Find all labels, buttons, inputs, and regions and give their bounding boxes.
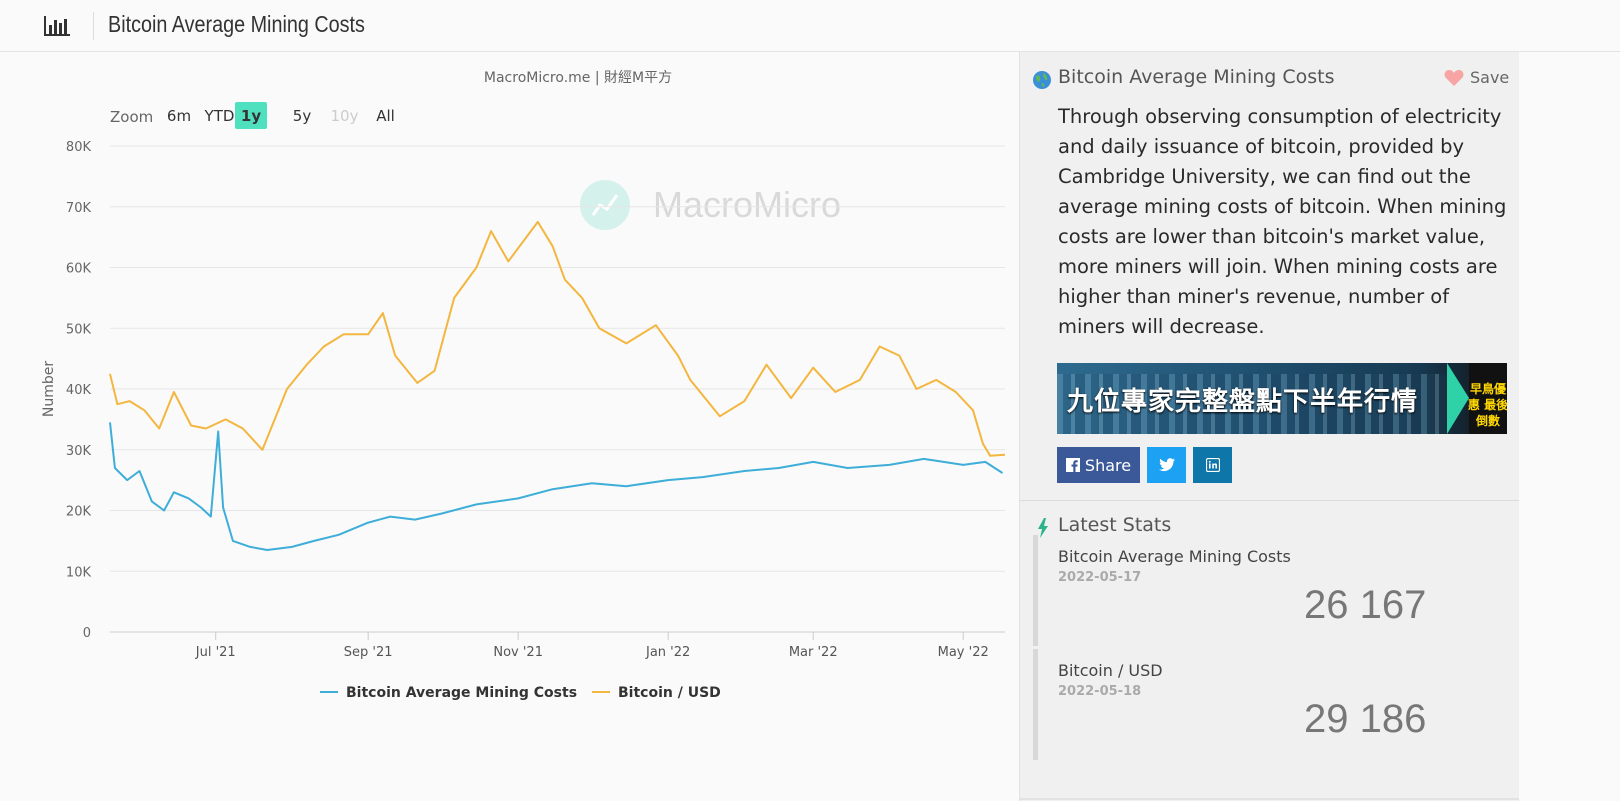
zoom-label-10y: 10y	[331, 107, 359, 125]
stat-date: 2022-05-17	[1058, 570, 1142, 585]
x-tick-label: Sep '21	[344, 645, 393, 660]
banner-headline: 九位專家完整盤點下半年行情	[1067, 387, 1419, 417]
facebook-share-label: Share	[1084, 455, 1132, 475]
y-tick-label: 0	[83, 626, 91, 641]
series-line-mining-costs	[109, 422, 1004, 551]
page-margin	[1519, 52, 1620, 801]
x-axis: Jul '21 Sep '21 Nov '21 Jan '22 Mar '22 May '…	[195, 632, 989, 660]
banner-badge: 早鳥優惠 最後倒數	[1467, 363, 1507, 434]
zoom-label-6m: 6m	[167, 107, 191, 125]
x-tick-label: Jul '21	[195, 645, 236, 660]
legend-label: Bitcoin / USD	[618, 685, 721, 701]
heart-icon	[1444, 69, 1464, 86]
legend-label: Bitcoin Average Mining Costs	[346, 685, 577, 701]
grid	[110, 145, 1005, 633]
stat-value: 26 167	[1304, 583, 1427, 627]
x-tick-label: May '22	[938, 645, 989, 660]
lightning-icon	[1038, 518, 1048, 538]
twitter-share-button[interactable]	[1147, 447, 1186, 483]
zoom-controls: 6m YTD 1y 5y 10y All	[167, 102, 395, 129]
zoom-label: Zoom	[110, 108, 153, 126]
ad-banner[interactable]: 九位專家完整盤點下半年行情 早鳥優惠 最後倒數	[1057, 363, 1507, 434]
section-divider	[1020, 500, 1519, 501]
y-tick-label: 40K	[66, 383, 92, 398]
side-panel: Bitcoin Average Mining Costs Save Throug…	[1020, 52, 1519, 801]
stat-card-bitcoin-usd: Bitcoin / USD 2022-05-18 29 186	[1033, 649, 1515, 760]
y-axis-label: Number	[41, 361, 57, 417]
series	[109, 220, 1006, 551]
stat-card-mining-costs: Bitcoin Average Mining Costs 2022-05-17 …	[1033, 535, 1515, 646]
title-divider	[93, 12, 94, 40]
linkedin-share-button[interactable]	[1193, 447, 1232, 483]
description: Through observing consumption of electri…	[1058, 105, 1507, 338]
zoom-label-all: All	[376, 107, 395, 125]
banner-skyline	[1057, 374, 1447, 434]
x-tick-label: Nov '21	[493, 645, 543, 660]
zoom-label-ytd: YTD	[204, 107, 235, 125]
banner-arrow-icon	[1447, 363, 1469, 434]
bar-chart-icon	[44, 16, 70, 36]
y-tick-label: 80K	[66, 140, 92, 155]
panel-bottom-line	[1020, 798, 1519, 800]
zoom-button-1y[interactable]	[235, 102, 267, 129]
y-axis: 0 10K 20K 30K 40K 50K 60K 70K 80K	[66, 140, 92, 641]
page-title: Bitcoin Average Mining Costs	[108, 11, 365, 37]
top-bar: Bitcoin Average Mining Costs	[0, 0, 1620, 52]
y-tick-label: 60K	[66, 262, 92, 277]
stat-date: 2022-05-18	[1058, 684, 1142, 699]
globe-icon	[1033, 71, 1051, 89]
panel-title: Bitcoin Average Mining Costs	[1058, 66, 1335, 88]
stat-name: Bitcoin Average Mining Costs	[1058, 547, 1291, 566]
x-tick-label: Mar '22	[789, 645, 838, 660]
panel-divider	[1019, 52, 1020, 801]
stat-name: Bitcoin / USD	[1058, 661, 1163, 680]
line-chart: MacroMicro MacroMicro.me | 財經M平方 Zoom 6m…	[41, 70, 1006, 701]
y-tick-label: 30K	[66, 444, 92, 459]
zoom-label-5y: 5y	[293, 107, 312, 125]
watermark-logo-icon	[580, 180, 630, 230]
banner-badge-text: 早鳥優惠 最後倒數	[1467, 382, 1507, 428]
y-tick-label: 10K	[66, 565, 92, 580]
facebook-share-button[interactable]: Share	[1057, 447, 1140, 483]
watermark-text: MacroMicro	[653, 184, 841, 225]
save-button[interactable]: Save	[1444, 68, 1509, 87]
y-tick-label: 20K	[66, 505, 92, 520]
facebook-icon	[1065, 458, 1080, 472]
zoom-label-1y: 1y	[241, 107, 261, 125]
y-tick-label: 50K	[66, 322, 92, 337]
linkedin-icon	[1205, 458, 1220, 472]
watermark: MacroMicro	[580, 180, 841, 230]
share-buttons: Share	[1057, 447, 1232, 483]
series-line-bitcoin-usd	[109, 220, 1006, 457]
x-tick-label: Jan '22	[645, 645, 690, 660]
y-tick-label: 70K	[66, 201, 92, 216]
chart-area: MacroMicro MacroMicro.me | 財經M平方 Zoom 6m…	[0, 52, 1018, 801]
latest-stats-title: Latest Stats	[1058, 514, 1172, 536]
legend: Bitcoin Average Mining Costs Bitcoin / US…	[320, 685, 721, 701]
stat-value: 29 186	[1304, 697, 1427, 741]
save-label: Save	[1470, 68, 1510, 87]
twitter-icon	[1158, 458, 1175, 472]
chart-credit: MacroMicro.me | 財經M平方	[484, 70, 672, 86]
